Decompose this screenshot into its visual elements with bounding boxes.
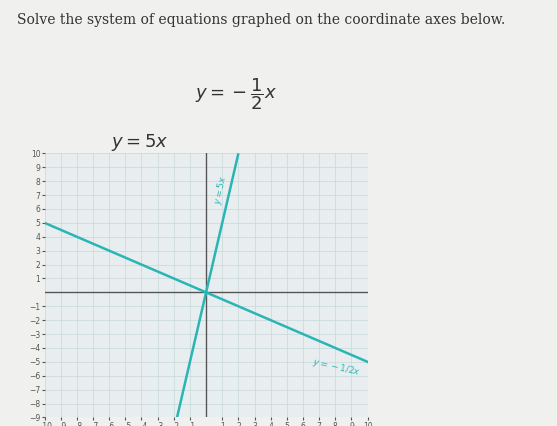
Text: $y = -\dfrac{1}{2}x$: $y = -\dfrac{1}{2}x$ [195,77,277,112]
Text: $y = 5x$: $y = 5x$ [111,132,169,153]
Text: Solve the system of equations graphed on the coordinate axes below.: Solve the system of equations graphed on… [17,13,505,27]
Text: $y=-1/2x$: $y=-1/2x$ [311,355,362,379]
Text: $y=5x$: $y=5x$ [212,174,231,206]
